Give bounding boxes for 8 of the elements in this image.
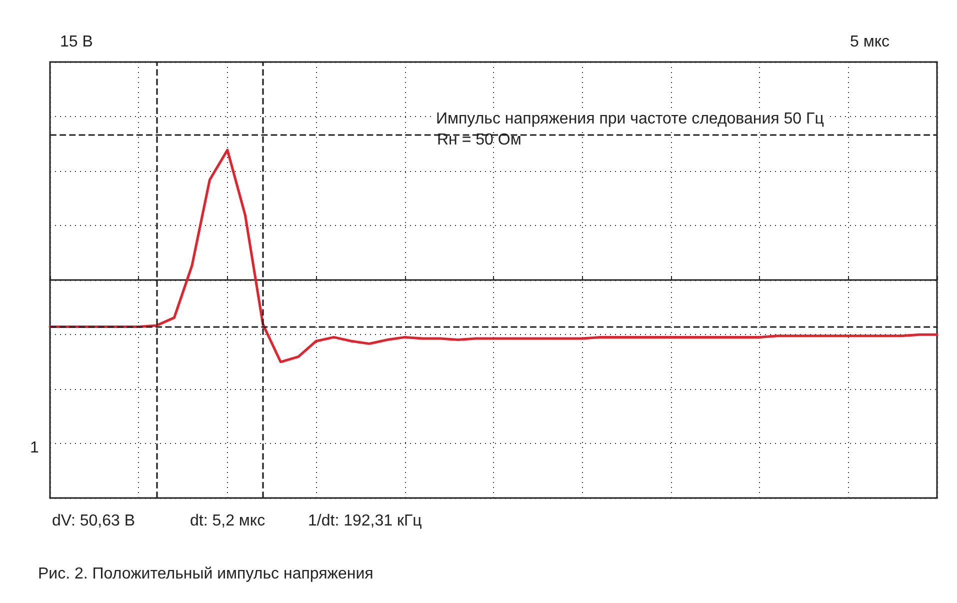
- text: 5 мкс: [850, 34, 890, 50]
- text: 1/dt: 192,31 кГц: [308, 512, 422, 530]
- text: dV: 50,63 В: [52, 512, 136, 530]
- text: Рис. 2. Положительный импульс напряжения: [38, 566, 374, 582]
- text: dt: 5,2 мкс: [190, 512, 266, 530]
- text: 15 В: [60, 34, 93, 50]
- text: Импульс напряжения при частоте следования 50 Гц: [436, 110, 824, 128]
- text: 1: [30, 440, 39, 456]
